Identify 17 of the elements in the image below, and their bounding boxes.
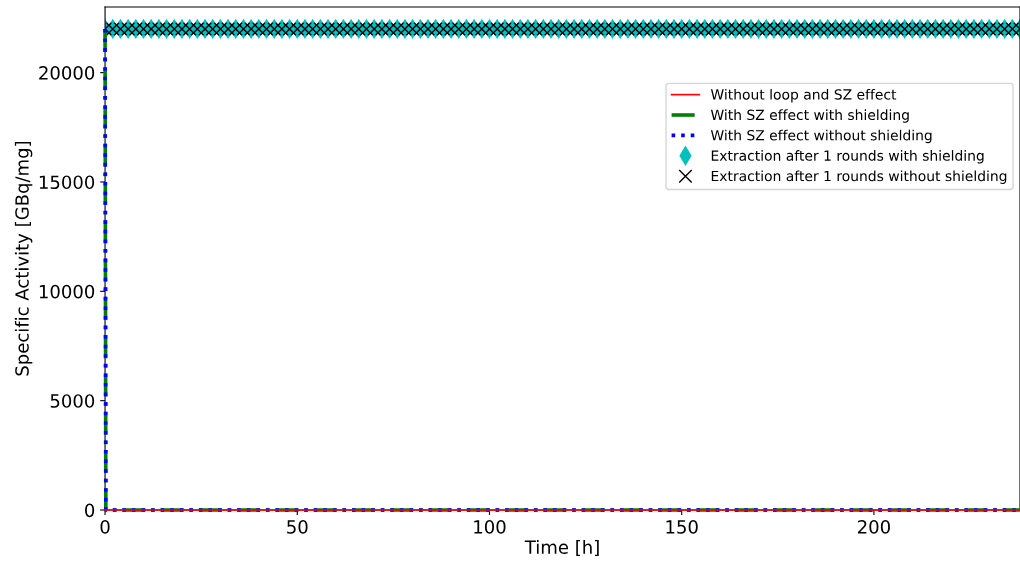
x-tick-label: 150 [666, 520, 698, 534]
x-tick-label: 50 [287, 520, 308, 534]
y-tick-label: 15000 [39, 175, 95, 190]
y-tick-label: 5000 [50, 394, 95, 408]
x-tick-label: 100 [474, 520, 506, 534]
legend-label: Extraction after 1 rounds without shielding [711, 170, 1007, 184]
y-axis-title: Specific Activity [GBq/mg] [14, 141, 33, 376]
y-tick-label: 0 [85, 503, 95, 518]
y-tick-label: 20000 [39, 66, 95, 80]
x-tick-label: 200 [858, 520, 890, 534]
legend-label: With SZ effect without shielding [710, 129, 932, 144]
x-tick-label: 0 [100, 520, 110, 534]
legend-label: Extraction after 1 rounds with shielding [711, 150, 984, 164]
y-tick-label: 10000 [39, 284, 95, 299]
legend-label: Without loop and SZ effect [710, 88, 897, 103]
x-axis-title: Time [h] [524, 539, 599, 557]
legend-label: With SZ effect with shielding [710, 109, 909, 123]
